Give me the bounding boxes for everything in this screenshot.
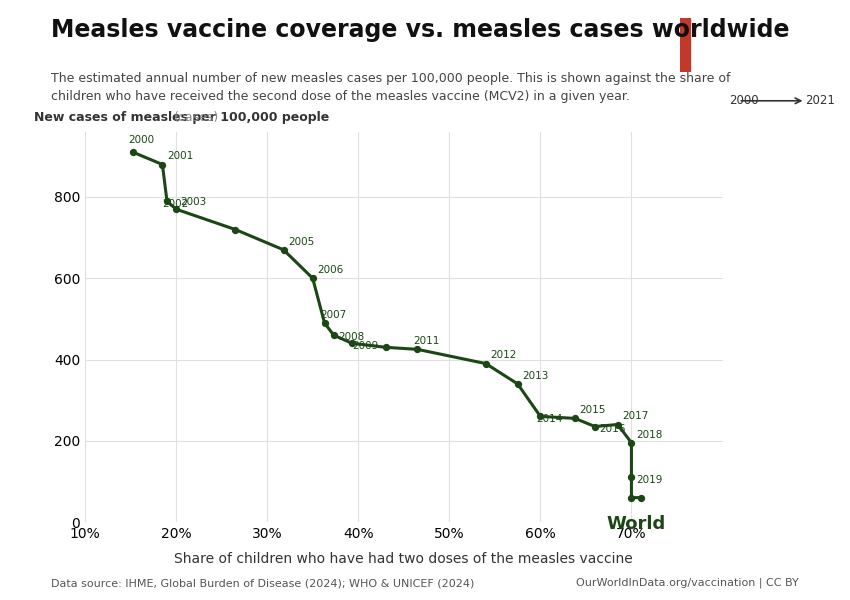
- Point: [160, 196, 173, 206]
- Point: [611, 420, 625, 430]
- Text: 2018: 2018: [636, 430, 662, 440]
- Point: [634, 493, 648, 502]
- Text: 2015: 2015: [580, 405, 606, 415]
- Point: [229, 224, 242, 234]
- Text: 2006: 2006: [317, 265, 343, 275]
- Point: [277, 245, 291, 254]
- X-axis label: Share of children who have had two doses of the measles vaccine: Share of children who have had two doses…: [174, 552, 633, 566]
- Text: 2000: 2000: [128, 135, 155, 145]
- Text: 2005: 2005: [288, 236, 314, 247]
- Text: OurWorldInData.org/vaccination | CC BY: OurWorldInData.org/vaccination | CC BY: [576, 577, 799, 588]
- Bar: [680, 18, 689, 72]
- Point: [568, 413, 581, 423]
- Text: 2014: 2014: [536, 413, 562, 424]
- Text: Data source: IHME, Global Burden of Disease (2024); WHO & UNICEF (2024): Data source: IHME, Global Burden of Dise…: [51, 578, 474, 588]
- Text: (cases): (cases): [174, 111, 219, 124]
- Text: 2011: 2011: [413, 336, 439, 346]
- Point: [156, 160, 169, 169]
- Point: [306, 274, 320, 283]
- Point: [511, 379, 524, 389]
- Text: New cases of measles per 100,000 people: New cases of measles per 100,000 people: [34, 111, 329, 124]
- Text: 2016: 2016: [599, 424, 626, 434]
- Text: 2021: 2021: [805, 94, 836, 107]
- Point: [534, 412, 547, 421]
- Text: 2003: 2003: [180, 197, 207, 207]
- Text: 2009: 2009: [352, 341, 378, 350]
- Point: [379, 343, 393, 352]
- Text: in Data: in Data: [724, 48, 767, 58]
- Text: Our World: Our World: [716, 32, 775, 42]
- Point: [625, 493, 638, 502]
- Point: [625, 473, 638, 482]
- Text: 2017: 2017: [622, 411, 649, 421]
- Point: [625, 438, 638, 448]
- Text: The estimated annual number of new measles cases per 100,000 people. This is sho: The estimated annual number of new measl…: [51, 72, 730, 103]
- Point: [345, 338, 359, 348]
- Text: Measles vaccine coverage vs. measles cases worldwide: Measles vaccine coverage vs. measles cas…: [51, 18, 790, 42]
- Point: [169, 205, 183, 214]
- Point: [318, 318, 332, 328]
- Text: 2019: 2019: [636, 475, 662, 485]
- Text: 2012: 2012: [490, 350, 517, 361]
- Text: World: World: [606, 515, 666, 533]
- Point: [479, 359, 492, 368]
- Text: 2008: 2008: [338, 332, 365, 343]
- Point: [326, 331, 340, 340]
- Text: 2000: 2000: [728, 94, 758, 107]
- Text: 2002: 2002: [162, 199, 189, 209]
- Text: 2007: 2007: [320, 310, 346, 320]
- Text: 2001: 2001: [167, 151, 193, 161]
- Point: [588, 422, 602, 431]
- Point: [411, 344, 424, 354]
- Text: 2013: 2013: [522, 371, 548, 380]
- Point: [127, 148, 140, 157]
